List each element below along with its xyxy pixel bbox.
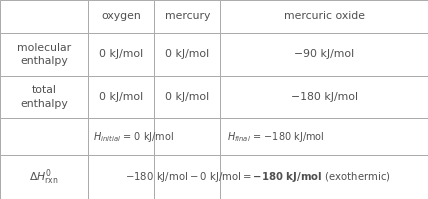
Bar [220, 118, 428, 155]
Bar [154, 155, 220, 199]
Bar [154, 33, 220, 76]
Bar [0, 118, 88, 155]
Text: −180 kJ/mol: −180 kJ/mol [291, 92, 358, 102]
Bar [88, 118, 154, 155]
Text: 0 kJ/mol: 0 kJ/mol [99, 49, 143, 59]
Bar [220, 0, 428, 33]
Text: −90 kJ/mol: −90 kJ/mol [294, 49, 354, 59]
Bar [0, 0, 88, 33]
Bar [154, 118, 220, 155]
Text: 0 kJ/mol: 0 kJ/mol [165, 49, 209, 59]
Bar [88, 33, 154, 76]
Text: 0 kJ/mol: 0 kJ/mol [165, 92, 209, 102]
Bar [220, 76, 428, 118]
Bar [220, 33, 428, 76]
Text: $H_{\mathit{initial}}$ = 0 kJ/mol: $H_{\mathit{initial}}$ = 0 kJ/mol [93, 130, 174, 144]
Text: mercuric oxide: mercuric oxide [284, 11, 365, 21]
Text: mercury: mercury [164, 11, 210, 21]
Bar [154, 76, 220, 118]
Text: $-180\ \mathrm{kJ/mol} - 0\ \mathrm{kJ/mol} = \mathbf{-180\ kJ/mol}\ \mathrm{(ex: $-180\ \mathrm{kJ/mol} - 0\ \mathrm{kJ/m… [125, 170, 391, 184]
Text: total
enthalpy: total enthalpy [20, 85, 68, 109]
Bar [88, 0, 154, 33]
Text: $H_{\mathit{final}}$ = −180 kJ/mol: $H_{\mathit{final}}$ = −180 kJ/mol [227, 130, 324, 144]
Bar [154, 0, 220, 33]
Bar [220, 155, 428, 199]
Bar [88, 155, 154, 199]
Bar [0, 76, 88, 118]
Text: $\Delta H^0_{\mathrm{rxn}}$: $\Delta H^0_{\mathrm{rxn}}$ [29, 167, 59, 187]
Text: 0 kJ/mol: 0 kJ/mol [99, 92, 143, 102]
Bar [0, 155, 88, 199]
Bar [0, 33, 88, 76]
Text: molecular
enthalpy: molecular enthalpy [17, 43, 71, 66]
Bar [88, 76, 154, 118]
Text: oxygen: oxygen [101, 11, 141, 21]
